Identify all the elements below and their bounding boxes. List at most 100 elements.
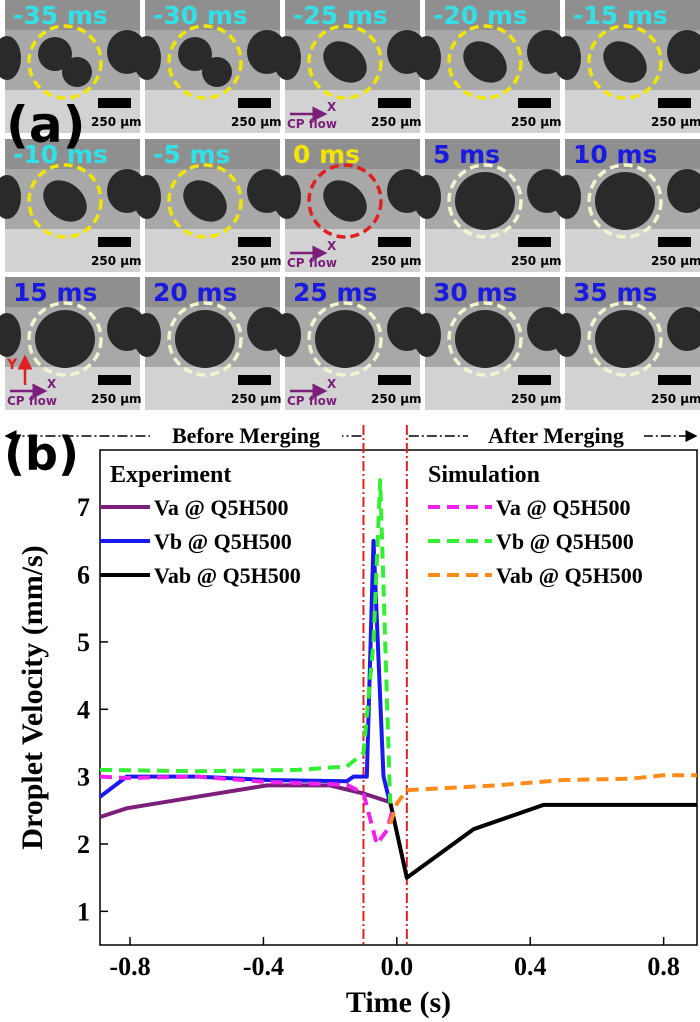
image-panel: -35 ms 250 µm bbox=[0, 0, 147, 133]
scale-bar-label: 250 µm bbox=[511, 115, 562, 129]
scale-bar-label: 250 µm bbox=[91, 115, 142, 129]
image-panel: -15 ms 250 µm bbox=[553, 0, 700, 133]
after-label-bg bbox=[468, 422, 644, 448]
chart: 1 2 3 4 5 6 7 -0.8 -0.4 0.0 0.4 0.8 Time (s) Droplet … bbox=[4, 422, 698, 1019]
tracking-circle bbox=[167, 24, 243, 100]
x-tick-label: -0.8 bbox=[109, 952, 150, 981]
scale-bar bbox=[518, 375, 551, 385]
droplet-left bbox=[553, 313, 581, 357]
scale-bar bbox=[518, 237, 551, 247]
droplet-main bbox=[35, 310, 95, 368]
droplet-main bbox=[455, 172, 515, 230]
droplet-main bbox=[183, 180, 227, 222]
droplet-right bbox=[667, 307, 700, 351]
droplet-left bbox=[133, 36, 161, 80]
flow-label: CP flow bbox=[287, 117, 337, 131]
scale-bar bbox=[98, 98, 131, 108]
series-line bbox=[388, 773, 697, 825]
x-axis-label: X bbox=[47, 377, 57, 391]
before-label-bg bbox=[150, 422, 342, 448]
droplet-left bbox=[553, 175, 581, 219]
scale-bar-label: 250 µm bbox=[651, 392, 700, 406]
x-axis-title: Time (s) bbox=[346, 986, 451, 1019]
tracking-circle bbox=[27, 301, 103, 377]
droplet-main bbox=[463, 41, 507, 83]
image-panel: -5 ms 250 µm bbox=[133, 139, 287, 272]
legend-label: Vab @ Q5H500 bbox=[496, 563, 643, 588]
tracking-circle bbox=[587, 24, 663, 100]
time-label: 35 ms bbox=[573, 278, 657, 307]
droplet-main bbox=[595, 172, 655, 230]
legend-label: Va @ Q5H500 bbox=[496, 495, 631, 520]
legend-heading: Experiment bbox=[110, 462, 231, 488]
droplet-left bbox=[413, 36, 441, 80]
image-panel: 15 ms 250 µm X CP flow Y bbox=[0, 277, 147, 410]
droplet-main bbox=[315, 310, 375, 368]
time-label: -35 ms bbox=[13, 1, 108, 30]
image-panel: -30 ms 250 µm bbox=[133, 0, 287, 133]
panel-label: (a) bbox=[6, 96, 85, 154]
scale-bar-label: 250 µm bbox=[511, 392, 562, 406]
droplet-left bbox=[0, 313, 21, 357]
x-axis-label: X bbox=[327, 377, 337, 391]
scale-bar-label: 250 µm bbox=[231, 115, 282, 129]
y-axis-title: Droplet Velocity (mm/s) bbox=[16, 545, 49, 849]
series-line bbox=[388, 801, 697, 880]
image-panel: 10 ms 250 µm bbox=[553, 139, 700, 272]
scale-bar bbox=[518, 98, 551, 108]
y-tick-label: 6 bbox=[77, 561, 90, 590]
droplet-main bbox=[323, 41, 367, 83]
scale-bar-label: 250 µm bbox=[371, 392, 422, 406]
time-label: 25 ms bbox=[293, 278, 377, 307]
image-panel: 30 ms 250 µm bbox=[413, 277, 567, 410]
legend-label: Vab @ Q5H500 bbox=[154, 563, 301, 588]
after-label: After Merging bbox=[488, 423, 624, 448]
time-label: -30 ms bbox=[153, 1, 248, 30]
flow-label: CP flow bbox=[7, 394, 57, 408]
legend-heading: Simulation bbox=[428, 462, 540, 488]
image-panel: 25 ms 250 µm X CP flow bbox=[273, 277, 427, 410]
image-panel: -10 ms 250 µm bbox=[0, 139, 147, 272]
y-tick-label: 1 bbox=[77, 897, 90, 926]
tracking-circle bbox=[27, 24, 103, 100]
scale-bar bbox=[378, 98, 411, 108]
droplet-left bbox=[273, 36, 301, 80]
scale-bar-label: 250 µm bbox=[231, 254, 282, 268]
scale-bar bbox=[378, 375, 411, 385]
image-panel: 20 ms 250 µm bbox=[133, 277, 287, 410]
droplet-left bbox=[0, 36, 21, 80]
scale-bar bbox=[658, 237, 691, 247]
droplet-right bbox=[667, 30, 700, 74]
time-label: -15 ms bbox=[573, 1, 668, 30]
scale-bar-label: 250 µm bbox=[651, 254, 700, 268]
droplet-right bbox=[667, 169, 700, 213]
series-line bbox=[99, 478, 393, 804]
scale-bar bbox=[238, 375, 271, 385]
tracking-circle bbox=[27, 163, 103, 239]
tracking-circle bbox=[587, 301, 663, 377]
droplet-main bbox=[175, 310, 235, 368]
y-tick-label: 5 bbox=[77, 628, 90, 657]
time-label: 20 ms bbox=[153, 278, 237, 307]
droplet-main bbox=[43, 180, 87, 222]
droplet-left bbox=[553, 36, 581, 80]
time-label: 10 ms bbox=[573, 140, 657, 169]
time-label: -20 ms bbox=[433, 1, 528, 30]
time-label: -25 ms bbox=[293, 1, 388, 30]
time-label: 15 ms bbox=[13, 278, 97, 307]
series-line bbox=[99, 783, 391, 819]
scale-bar-label: 250 µm bbox=[371, 254, 422, 268]
x-axis-label: X bbox=[327, 239, 337, 253]
y-axis-label: Y bbox=[6, 357, 18, 373]
y-tick-label: 3 bbox=[77, 763, 90, 792]
image-panel: -25 ms 250 µm X CP flow bbox=[273, 0, 427, 133]
x-tick-label: -0.4 bbox=[243, 952, 284, 981]
tracking-circle bbox=[167, 301, 243, 377]
scale-bar bbox=[98, 375, 131, 385]
droplet-left bbox=[273, 313, 301, 357]
droplet-left bbox=[413, 313, 441, 357]
scale-bar-label: 250 µm bbox=[371, 115, 422, 129]
time-label: 0 ms bbox=[293, 140, 360, 169]
scale-bar bbox=[238, 237, 271, 247]
tracking-circle bbox=[307, 301, 383, 377]
